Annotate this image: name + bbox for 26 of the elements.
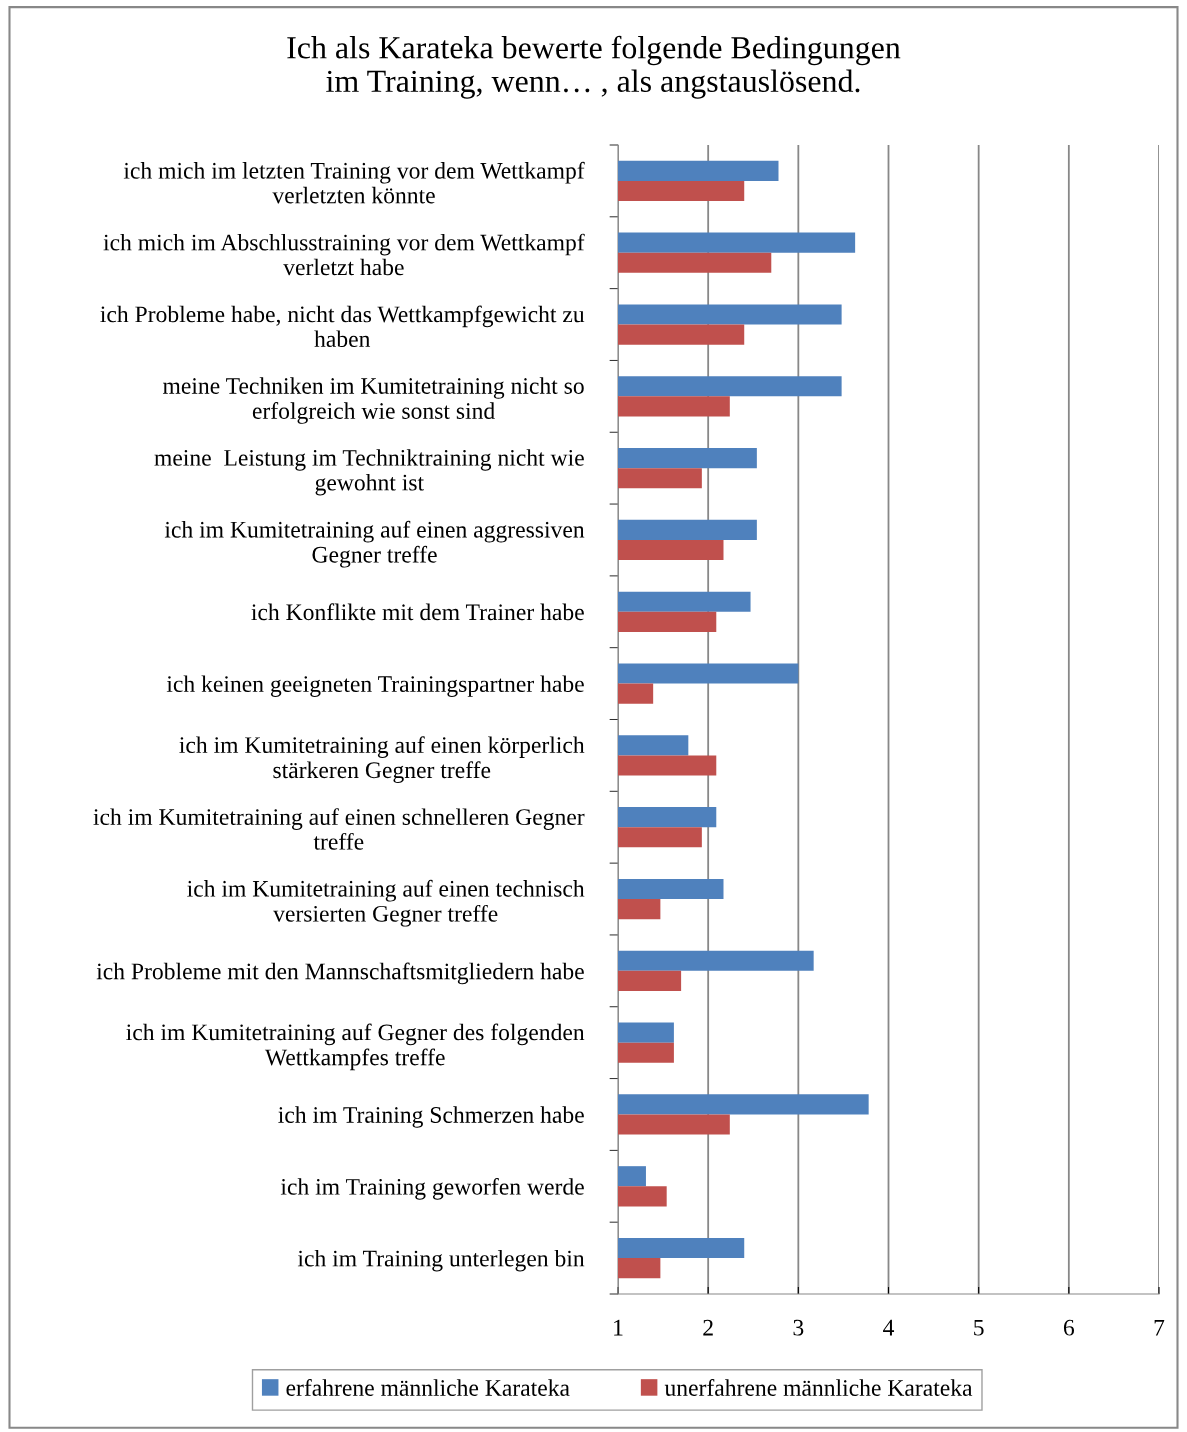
- y-tick-label: ich mich im Abschlusstraining vor dem Wettkampf verletzt habe: [103, 233, 585, 276]
- x-tick-label: 5: [974, 1319, 984, 1336]
- y-tick-label: ich Probleme mit den Mannschaftsmitgliedern habe: [96, 962, 584, 985]
- y-tick-label: ich im Kumitetraining auf einen schnelleren Gegner treffe: [93, 808, 585, 850]
- y-tick-label: ich im Kumitetraining auf Gegner des folgenden Wettkampfes treffe: [126, 1023, 585, 1071]
- y-tick-label: ich keinen geeigneten Trainingspartner habe: [166, 675, 584, 697]
- legend-label: erfahrene männliche Karateka: [286, 1379, 570, 1396]
- y-tick-label: meine Leistung im Techniktraining nicht wie gewohnt ist: [154, 449, 584, 496]
- y-tick-label: ich im Kumitetraining auf einen aggressiven Gegner treffe: [164, 520, 585, 568]
- y-tick-label: meine Techniken im Kumitetraining nicht so erfolgreich wie sonst sind: [162, 377, 584, 424]
- y-tick-label: ich Konflikte mit dem Trainer habe: [251, 603, 584, 621]
- y-tick-label: ich im Kumitetraining auf einen technisch versierten Gegner treffe: [187, 879, 585, 927]
- x-tick-label: 1: [614, 1319, 623, 1336]
- x-tick-label: 6: [1063, 1319, 1075, 1336]
- y-tick-label: ich im Training Schmerzen habe: [278, 1106, 584, 1128]
- chart-title: Ich als Karateka bewerte folgende Bedingungen im Training, wenn… , als angstauslösend.: [287, 35, 901, 99]
- x-tick-label: 2: [703, 1319, 713, 1336]
- x-tick-label: 3: [793, 1319, 804, 1336]
- y-tick-label: ich im Training unterlegen bin: [297, 1249, 585, 1272]
- y-tick-label: ich Probleme habe, nicht das Wettkampfgewicht zu haben: [100, 305, 585, 348]
- y-tick-label: ich im Kumitetraining auf einen körperlich stärkeren Gegner treffe: [179, 736, 585, 783]
- y-tick-label: ich im Training geworfen werde: [280, 1177, 584, 1200]
- y-tick-label: ich mich im letzten Training vor dem Wettkampf verletzten könnte: [123, 161, 585, 204]
- x-tick-label: 7: [1154, 1319, 1165, 1336]
- x-tick-label: 4: [883, 1319, 895, 1336]
- legend-label: unerfahrene männliche Karateka: [664, 1379, 973, 1396]
